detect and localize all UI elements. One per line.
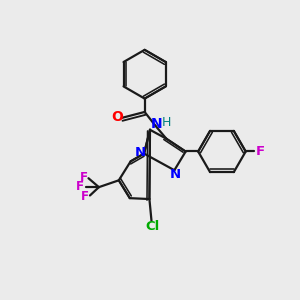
Text: N: N <box>169 168 181 181</box>
Text: F: F <box>76 180 84 193</box>
Text: H: H <box>162 116 171 129</box>
Text: N: N <box>151 116 162 130</box>
Text: F: F <box>80 171 87 184</box>
Text: Cl: Cl <box>145 220 159 233</box>
Text: F: F <box>255 145 265 158</box>
Text: F: F <box>81 190 88 202</box>
Text: O: O <box>111 110 123 124</box>
Text: N: N <box>134 146 146 159</box>
